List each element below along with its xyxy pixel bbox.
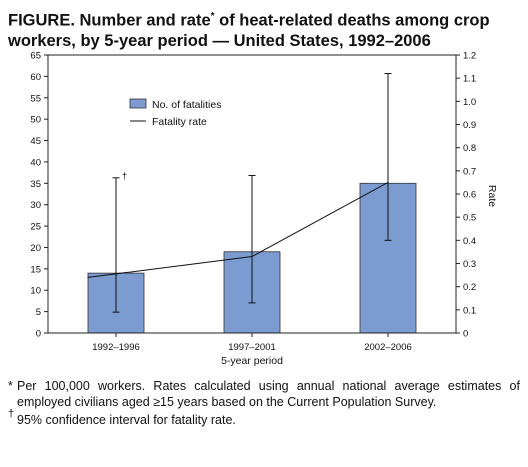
footnote-mark-asterisk: * [8,379,13,393]
left-axis-tick-label: 65 [30,51,41,62]
fatality-rate-point [87,276,89,278]
legend-bar-swatch [129,98,147,109]
annotations: † [122,171,127,182]
left-axis-tick-label: 15 [30,264,41,275]
left-axis-tick-label: 55 [30,93,41,104]
x-axis-category-label: 1997–2001 [228,342,276,353]
fatality-rate-line-group [87,181,389,278]
right-axis-tick-label: 0.3 [463,259,476,270]
fatality-rate-point [387,181,389,184]
right-axis-tick-label: 1.1 [463,74,476,85]
footnote-confidence-interval: † 95% confidence interval for fatality r… [8,408,520,428]
left-axis-tick-label: 40 [30,157,41,168]
title-main: FIGURE. Number and rate [8,11,211,30]
x-axis-category-label: 1992–1996 [92,342,140,353]
x-axis-categories: 1992–1996 1997–2001 2002–2006 [92,333,412,353]
right-axis-tick-label: 0.5 [463,213,476,224]
left-axis-ticks: 0 5 10 15 20 25 30 35 40 45 50 55 60 65 [30,51,48,340]
legend-bar-label: No. of fatalities [152,99,221,111]
legend: No. of fatalities Fatality rate [129,98,221,128]
dagger-annotation: † [122,171,127,182]
right-axis-tick-label: 0.2 [463,282,476,293]
right-axis-tick-label: 0.9 [463,120,476,131]
left-axis-tick-label: 60 [30,72,41,83]
left-axis-tick-label: 50 [30,115,41,126]
title-footnote-mark: * [210,11,215,22]
right-axis-tick-label: 0 [463,329,468,340]
x-axis-category-label: 2002–2006 [364,342,412,353]
footnote-text: 95% confidence interval for fatality rat… [17,413,236,427]
footnote-text: Per 100,000 workers. Rates calculated us… [17,379,520,409]
confidence-intervals [112,73,392,313]
right-axis-tick-label: 1.2 [463,51,476,62]
right-axis-ticks: 0 0.1 0.2 0.3 0.4 0.5 0.6 0.7 0.8 0.9 1.0 1.1 1.2 [456,51,476,340]
x-axis-title: 5-year period [221,355,283,367]
left-axis-tick-label: 35 [30,179,41,190]
title-rest: of heat-related deaths among crop worker… [8,11,490,50]
right-axis-tick-label: 0.7 [463,166,476,177]
left-axis-tick-label: 0 [36,329,41,340]
right-axis-tick-label: 0.4 [463,236,476,247]
right-axis-title: Rate [486,185,498,207]
legend-line-label: Fatality rate [152,116,207,128]
right-axis-tick-label: 0.1 [463,305,476,316]
footnote-mark-dagger: † [8,408,15,420]
right-axis-tick-label: 0.8 [463,143,476,154]
left-axis-tick-label: 5 [36,307,41,318]
footnotes: * Per 100,000 workers. Rates calculated … [8,378,520,428]
figure-title: FIGURE. Number and rate* of heat-related… [8,7,520,51]
footnote-per-100000: * Per 100,000 workers. Rates calculated … [8,378,520,410]
plot-frame [47,54,457,334]
left-axis-tick-label: 10 [30,286,41,297]
left-axis-tick-label: 25 [30,222,41,233]
left-axis-tick-label: 30 [30,200,41,211]
left-axis-tick-label: 20 [30,243,41,254]
fatality-rate-point [251,255,253,258]
heat-deaths-chart: 0 5 10 15 20 25 30 35 40 45 50 55 60 65 0 0.1 0.2 0.3 0.4… [30,51,498,368]
right-axis-tick-label: 1.0 [463,97,476,108]
left-axis-tick-label: 45 [30,136,41,147]
right-axis-tick-label: 0.6 [463,190,476,201]
